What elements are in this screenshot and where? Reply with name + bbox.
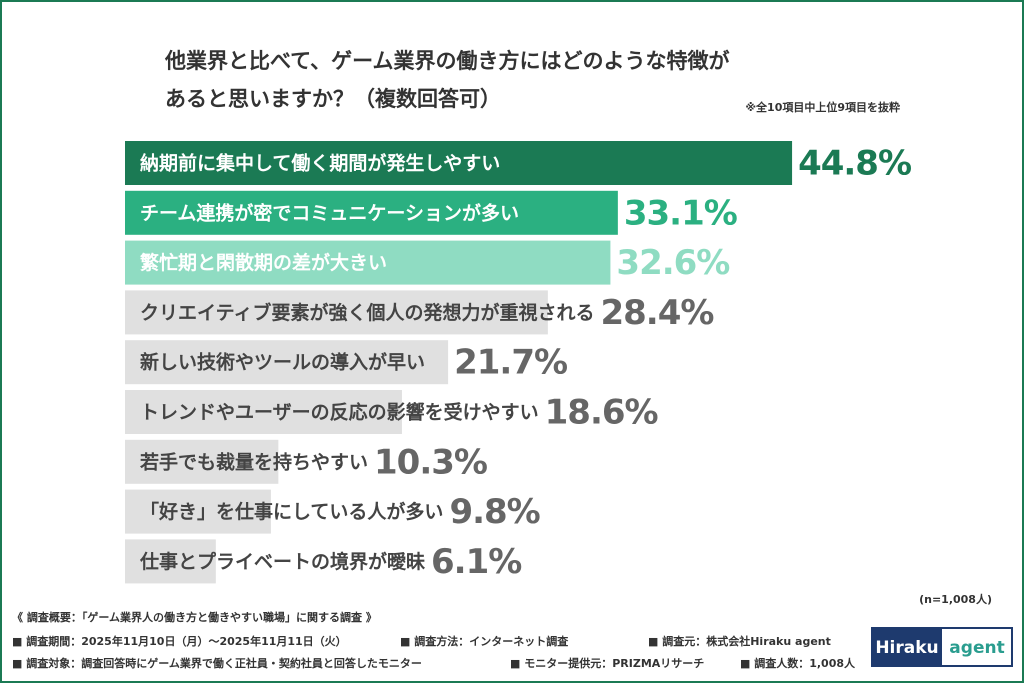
category-label: クリエイティブ要素が強く個人の発想力が重視される <box>140 301 594 324</box>
note: ※全10項目中上位9項目を抜粋 <box>745 100 900 114</box>
bar <box>125 439 279 484</box>
bar <box>125 190 618 235</box>
category-label: 仕事とプライベートの境界が曖昧 <box>139 550 426 573</box>
bars: 納期前に集中して働く期間が発生しやすい 44.8% チーム連携が密でコミュニケーショ… <box>125 141 912 584</box>
category-label: チーム連携が密でコミュニケーションが多い <box>140 201 519 224</box>
bar <box>125 390 402 434</box>
bar <box>125 489 271 534</box>
bar <box>125 141 793 185</box>
category-label: 「好き」を仕事にしている人が多い <box>140 500 443 523</box>
footer-item: ■ 調査元：株式会社Hiraku agent <box>648 634 831 648</box>
value-label: 32.6% <box>616 243 729 283</box>
value-label: 33.1% <box>624 193 737 233</box>
value-label: 6.1% <box>431 542 521 582</box>
footer-heading: 《 調査概要：「ゲーム業界人の働き方と働きやすい職場」に関する調査 》 <box>12 610 377 624</box>
category-label: 若手でも裁量を持ちやすい <box>140 450 368 473</box>
bar <box>125 340 449 385</box>
value-label: 18.6% <box>545 393 658 433</box>
bar <box>125 290 548 335</box>
footer-item: ■ 調査方法：インターネット調査 <box>400 634 568 648</box>
bar <box>125 240 611 285</box>
bar <box>125 539 216 584</box>
category-label: 繁忙期と閑散期の差が大きい <box>140 251 387 274</box>
value-label: 28.4% <box>600 293 713 333</box>
footer-item: ■ 調査期間：2025年11月10日（月）〜2025年11月11日（火） <box>12 634 347 648</box>
chart-title: 他業界と比べて、ゲーム業界の働き方にはどのような特徴が <box>164 49 729 73</box>
chart-title: あると思いますか？（複数回答可） <box>165 87 501 111</box>
category-label: トレンドやユーザーの反応の影響を受けやすい <box>140 401 539 424</box>
value-label: 9.8% <box>449 492 539 532</box>
footer-item: ■ 調査人数：1,008人 <box>740 656 856 670</box>
footer-item: ■ モニター提供元：PRIZMAリサーチ <box>510 656 704 670</box>
category-label: 新しい技術やツールの導入が早い <box>140 351 425 374</box>
sample-size: (n=1,008人) <box>919 592 992 606</box>
value-label: 10.3% <box>374 442 487 482</box>
logo: Hiraku agent <box>871 627 1013 667</box>
footer-item: ■ 調査対象：調査回答時にゲーム業界で働く正社員・契約社員と回答したモニター <box>12 656 422 670</box>
logo-text: Hiraku <box>875 638 938 658</box>
value-label: 21.7% <box>454 343 567 383</box>
logo-left-box <box>872 628 942 666</box>
logo-text: agent <box>949 638 1004 658</box>
category-label: 納期前に集中して働く期間が発生しやすい <box>140 152 500 175</box>
value-label: 44.8% <box>798 144 911 184</box>
